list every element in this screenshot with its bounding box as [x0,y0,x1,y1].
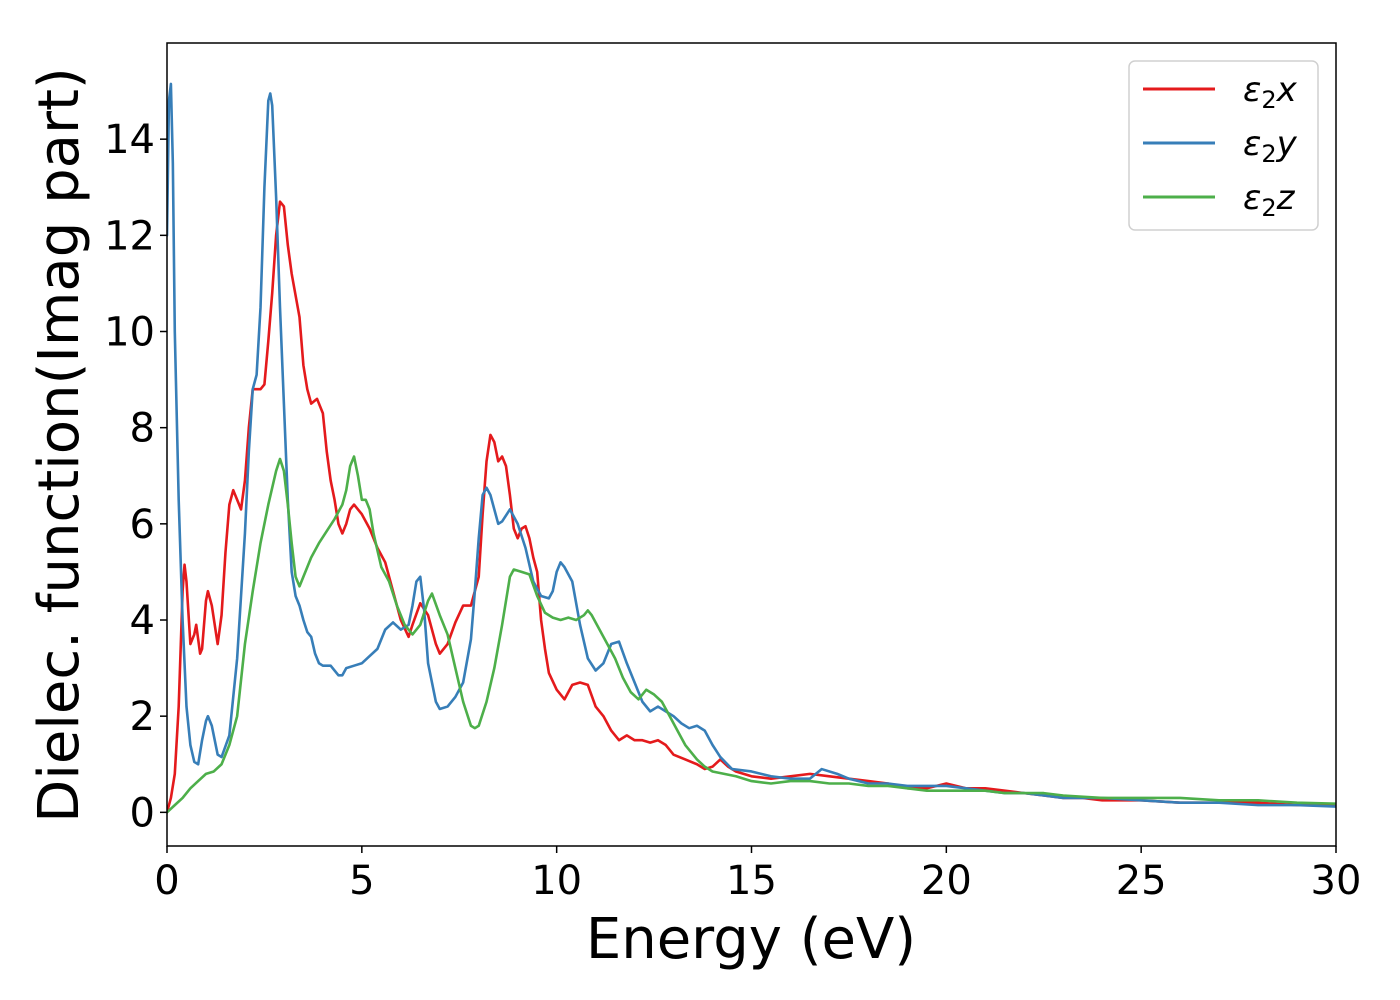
series-layer [167,82,1336,814]
x-tick-label: 0 [154,858,179,904]
legend-box [1128,60,1319,231]
x-tick-label: 15 [726,858,777,904]
y-tick-label: 0 [130,790,155,836]
x-axis-ticks: 0 5 10 15 20 25 30 [154,846,1361,904]
y-axis-ticks: 0 2 4 6 8 10 12 14 [104,117,167,836]
y-tick-label: 4 [130,598,155,644]
y-tick-label: 14 [104,117,155,163]
legend-label-z: ε2z [1243,178,1296,222]
series-line-x [167,200,1336,814]
series-line-y [167,82,1336,808]
series-line-z [167,455,1336,814]
legend-label-y: ε2y [1243,124,1298,168]
legend: ε2x ε2y ε2z [1128,60,1319,231]
y-tick-label: 6 [130,502,155,548]
y-tick-label: 10 [104,310,155,356]
y-tick-label: 8 [130,406,155,452]
x-tick-label: 5 [349,858,374,904]
legend-items: ε2x ε2y ε2z [1143,70,1298,222]
legend-label-x: ε2x [1243,70,1298,114]
x-axis-title: Energy (eV) [586,907,916,972]
y-tick-label: 2 [130,694,155,740]
x-tick-label: 20 [921,858,972,904]
y-axis-title: Dielec. function(Imag part) [27,67,92,823]
x-tick-label: 10 [531,858,582,904]
x-tick-label: 30 [1311,858,1362,904]
y-tick-label: 12 [104,213,155,259]
x-tick-label: 25 [1116,858,1167,904]
